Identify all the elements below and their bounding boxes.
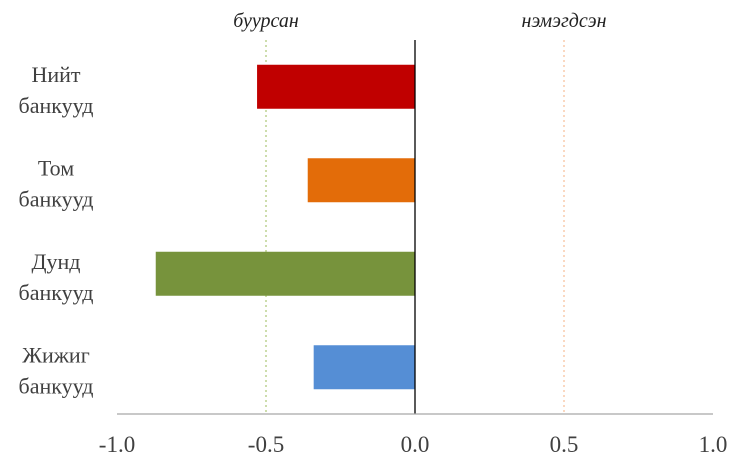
bar-3 — [313, 345, 415, 390]
category-label: Жижиг банкууд — [19, 342, 94, 398]
bar-0 — [257, 64, 415, 109]
category-label-line: банкууд — [19, 93, 94, 118]
x-tick-labels: -1.0 -0.5 0.0 0.5 1.0 — [99, 432, 728, 457]
category-label-line: банкууд — [19, 186, 94, 211]
bar-1 — [307, 158, 415, 203]
bars — [155, 64, 416, 390]
reference-lines — [265, 40, 565, 414]
category-label: Нийт банкууд — [19, 62, 94, 118]
annotation-left: буурсан — [233, 10, 299, 32]
category-label: Дунд банкууд — [19, 249, 94, 305]
x-tick-label: 0.5 — [550, 432, 579, 457]
bar-2 — [155, 251, 416, 296]
x-tick-label: -0.5 — [248, 432, 284, 457]
category-label-line: банкууд — [19, 373, 94, 398]
x-tick-label: 0.0 — [401, 432, 430, 457]
annotation-right: нэмэгдсэн — [521, 10, 606, 32]
category-labels: Нийт банкууд Том банкууд Дунд банкууд Жижиг бан… — [19, 62, 94, 399]
category-label-line: Нийт — [31, 62, 80, 87]
category-label: Том банкууд — [19, 155, 94, 211]
x-tick-label: 1.0 — [699, 432, 728, 457]
category-label-line: Дунд — [32, 249, 81, 274]
x-tick-label: -1.0 — [99, 432, 135, 457]
category-label-line: Жижиг — [22, 342, 89, 367]
category-label-line: банкууд — [19, 280, 94, 305]
category-label-line: Том — [38, 155, 74, 180]
